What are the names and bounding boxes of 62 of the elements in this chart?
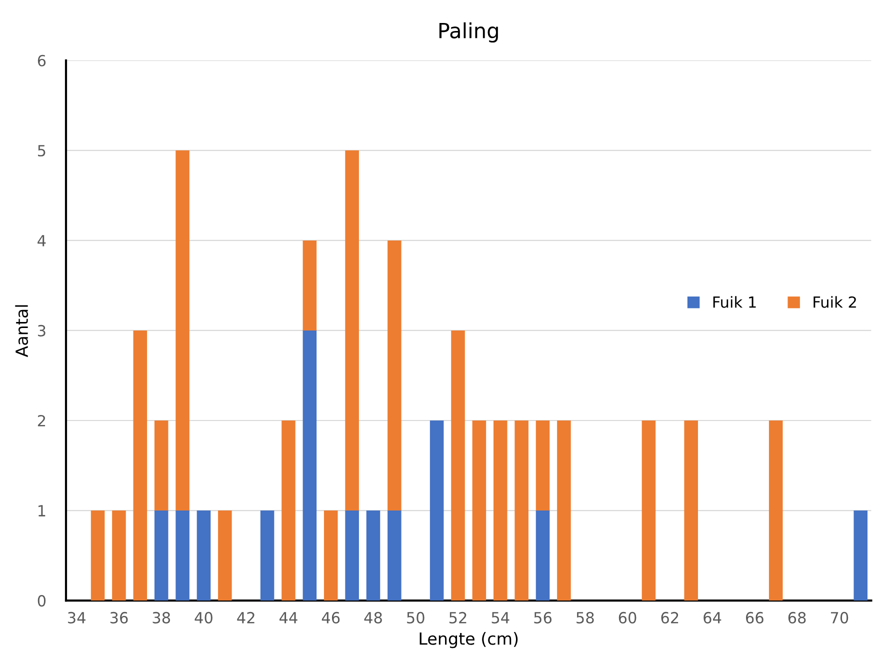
bar: [218, 510, 232, 601]
y-tick-label: 0: [38, 595, 46, 607]
x-tick-label: 60: [618, 612, 636, 624]
bar: [302, 240, 317, 330]
x-tick-label: 56: [534, 612, 552, 624]
bar: [536, 510, 550, 601]
x-tick-label: 46: [322, 612, 340, 624]
x-tick-label: 68: [788, 612, 806, 624]
y-tick-label: 4: [38, 235, 46, 246]
bar: [768, 420, 783, 601]
x-tick-label: 42: [237, 612, 254, 624]
y-axis-title: Aantal: [15, 305, 28, 358]
bar: [472, 420, 486, 601]
x-axis-title: Lengte (cm): [420, 632, 518, 648]
x-tick-label: 48: [364, 612, 382, 624]
x-tick-label: 52: [449, 612, 466, 624]
bar: [451, 330, 465, 601]
x-tick-label: 34: [68, 612, 86, 624]
bar: [90, 510, 105, 601]
chart-title: Paling: [439, 22, 498, 42]
legend-label: Fuik 2: [814, 296, 856, 308]
bar: [133, 330, 148, 601]
x-tick-label: 58: [576, 612, 594, 624]
bar: [112, 510, 126, 601]
bar: [302, 330, 317, 601]
x-tick-label: 66: [746, 612, 764, 624]
y-tick-label: 2: [38, 414, 46, 426]
bar: [176, 510, 190, 601]
x-tick-label: 50: [407, 612, 424, 624]
bar: [366, 510, 380, 601]
x-tick-label: 38: [152, 612, 170, 624]
bar: [684, 420, 698, 601]
bar: [388, 510, 402, 601]
bar: [196, 510, 211, 601]
x-tick-label: 36: [110, 612, 128, 624]
bar: [260, 510, 274, 601]
bar: [854, 510, 868, 601]
bar: [642, 420, 656, 601]
bar: [345, 150, 359, 511]
bar: [176, 150, 190, 511]
bar: [388, 240, 402, 511]
bar: [345, 510, 359, 601]
bar: [324, 510, 338, 601]
y-tick-label: 3: [38, 324, 46, 336]
legend-label: Fuik 1: [713, 296, 756, 308]
bar: [514, 420, 528, 601]
x-tick-label: 40: [194, 612, 212, 624]
bar: [282, 420, 296, 601]
y-tick-label: 5: [38, 145, 46, 156]
x-tick-label: 44: [280, 612, 298, 624]
bar: [430, 420, 444, 601]
x-tick-label: 70: [830, 612, 848, 624]
bar: [494, 420, 508, 601]
y-tick-label: 1: [38, 505, 46, 516]
bar: [154, 510, 168, 601]
bar: [154, 420, 168, 511]
x-tick-label: 62: [661, 612, 678, 624]
bar: [557, 420, 571, 601]
bar: [536, 420, 550, 511]
y-tick-label: 6: [38, 54, 46, 66]
x-tick-label: 64: [704, 612, 722, 624]
x-tick-label: 54: [492, 612, 510, 624]
